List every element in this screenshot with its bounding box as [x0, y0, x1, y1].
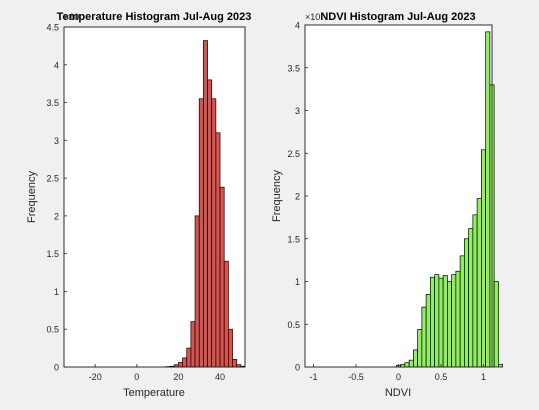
ndvi-x-axis-label: NDVI [385, 387, 411, 399]
temperature-x-tick-label: 20 [173, 372, 183, 382]
temperature-histogram-bar [223, 260, 229, 368]
temperature-y-tick-label: 2 [54, 211, 59, 221]
ndvi-y-tick-label: 3 [295, 106, 300, 116]
ndvi-x-tick-label: -1 [309, 372, 317, 382]
temperature-histogram-bar [186, 347, 192, 368]
temperature-chart-title: Temperature Histogram Jul-Aug 2023 [57, 11, 252, 23]
ndvi-y-exponent: ×10 [305, 12, 320, 22]
temperature-histogram-bar [207, 79, 213, 368]
temperature-histogram-bar [228, 328, 233, 368]
ndvi-y-tick-label: 0.5 [287, 320, 300, 330]
temperature-x-tick-label: 40 [215, 372, 225, 382]
ndvi-histogram-bar [434, 274, 440, 368]
ndvi-x-tick-label: -0.5 [348, 372, 364, 382]
temperature-y-exponent: ×10 [64, 12, 79, 22]
temperature-histogram-bar [211, 98, 217, 368]
ndvi-histogram-bar [464, 238, 469, 368]
temperature-y-tick-label: 0 [54, 363, 59, 373]
ndvi-y-tick-label: 1 [295, 277, 300, 287]
ndvi-histogram-bar [413, 349, 418, 368]
temperature-x-tick-label: -20 [89, 372, 102, 382]
ndvi-histogram-bar [485, 31, 491, 368]
temperature-histogram-bar [182, 357, 188, 368]
temperature-histogram-bar [190, 321, 196, 368]
ndvi-histogram-bar [472, 214, 478, 368]
temperature-x-tick-label: 0 [134, 372, 139, 382]
temperature-y-tick-label: 1.5 [46, 249, 59, 259]
ndvi-x-tick-label: 1 [481, 372, 486, 382]
ndvi-y-tick-label: 3.5 [287, 63, 300, 73]
ndvi-y-tick-label: 0 [295, 363, 300, 373]
ndvi-x-tick-label: 0.5 [435, 372, 448, 382]
ndvi-histogram-bar [447, 281, 452, 368]
temperature-histogram-bar [215, 132, 221, 368]
ndvi-histogram-bar [468, 228, 474, 368]
temperature-histogram-bar [203, 40, 208, 368]
ndvi-histogram-bar [438, 277, 444, 368]
temperature-y-tick-label: 4.5 [46, 23, 59, 33]
temperature-y-tick-label: 0.5 [46, 325, 59, 335]
ndvi-histogram-bar [421, 306, 427, 368]
ndvi-y-tick-label: 2.5 [287, 149, 300, 159]
temperature-y-tick-label: 3 [54, 136, 59, 146]
ndvi-histogram-bar [455, 270, 461, 368]
ndvi-histogram-bar [408, 359, 414, 368]
ndvi-x-tick-label: 0 [396, 372, 401, 382]
ndvi-y-tick-label: 2 [295, 192, 300, 202]
temperature-y-tick-label: 1 [54, 287, 59, 297]
ndvi-histogram-bar [430, 276, 435, 368]
ndvi-histogram-bar [498, 364, 503, 368]
ndvi-histogram-bar [493, 281, 499, 368]
ndvi-histogram-bar [451, 274, 457, 368]
temperature-y-tick-label: 4 [54, 60, 59, 70]
temperature-histogram-bar [198, 98, 204, 368]
temperature-histogram-bar [178, 362, 183, 368]
temperature-histogram-bar [219, 186, 225, 368]
temperature-histogram-bar [194, 215, 200, 368]
ndvi-histogram-bar [459, 255, 465, 368]
temperature-y-axis-label: Frequency [26, 171, 38, 223]
ndvi-histogram-bar [417, 329, 423, 368]
temperature-histogram-axes: 0 0.5 1 1.5 2 2.5 3 3.5 4 4.5 -20 0 20 40 Temperatur… [26, 11, 251, 399]
ndvi-histogram-bar [481, 149, 486, 368]
ndvi-histogram-bar [425, 293, 431, 368]
ndvi-histogram-bar [476, 198, 482, 368]
ndvi-histogram-bar [404, 362, 410, 368]
temperature-x-axis-label: Temperature [123, 387, 185, 399]
ndvi-y-tick-label: 1.5 [287, 234, 300, 244]
temperature-y-tick-label: 3.5 [46, 98, 59, 108]
temperature-histogram-bar [232, 359, 238, 368]
ndvi-y-tick-label: 4 [295, 21, 300, 31]
ndvi-histogram-axes: 0 0.5 1 1.5 2 2.5 3 3.5 4 -1 -0.5 0 0.5 1 NDVI Histo… [271, 11, 503, 399]
temperature-y-tick-label: 2.5 [46, 174, 59, 184]
ndvi-histogram-bar [442, 275, 448, 368]
ndvi-y-axis-label: Frequency [271, 170, 283, 222]
ndvi-chart-title: NDVI Histogram Jul-Aug 2023 [320, 11, 475, 23]
